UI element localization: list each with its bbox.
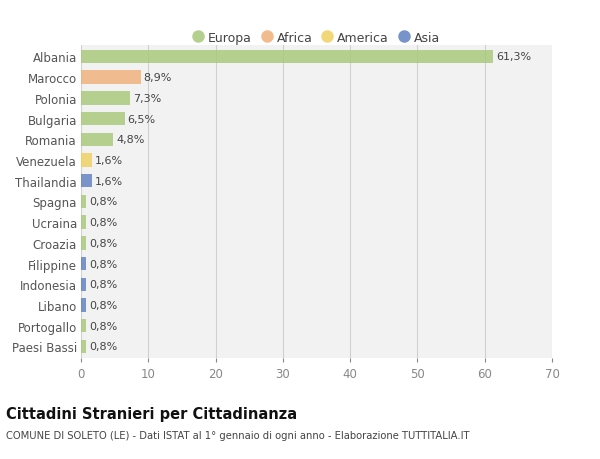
Bar bbox=[81, 174, 92, 188]
Text: 0,8%: 0,8% bbox=[89, 280, 118, 290]
Text: 6,5%: 6,5% bbox=[127, 114, 155, 124]
Text: 7,3%: 7,3% bbox=[133, 94, 161, 104]
Text: 0,8%: 0,8% bbox=[89, 238, 118, 248]
Text: 0,8%: 0,8% bbox=[89, 197, 118, 207]
Bar bbox=[81, 257, 86, 271]
Bar bbox=[81, 71, 141, 84]
Text: 8,9%: 8,9% bbox=[143, 73, 172, 83]
Bar bbox=[81, 50, 493, 64]
Text: 61,3%: 61,3% bbox=[496, 52, 531, 62]
Bar bbox=[81, 278, 86, 291]
Bar bbox=[81, 92, 130, 105]
Text: 1,6%: 1,6% bbox=[94, 176, 122, 186]
Bar bbox=[81, 154, 92, 168]
Text: 1,6%: 1,6% bbox=[94, 156, 122, 166]
Text: COMUNE DI SOLETO (LE) - Dati ISTAT al 1° gennaio di ogni anno - Elaborazione TUT: COMUNE DI SOLETO (LE) - Dati ISTAT al 1°… bbox=[6, 430, 470, 440]
Text: 0,8%: 0,8% bbox=[89, 300, 118, 310]
Text: 4,8%: 4,8% bbox=[116, 135, 145, 145]
Legend: Europa, Africa, America, Asia: Europa, Africa, America, Asia bbox=[188, 27, 445, 50]
Text: 0,8%: 0,8% bbox=[89, 218, 118, 228]
Text: 0,8%: 0,8% bbox=[89, 321, 118, 331]
Text: Cittadini Stranieri per Cittadinanza: Cittadini Stranieri per Cittadinanza bbox=[6, 406, 297, 421]
Bar bbox=[81, 112, 125, 126]
Bar bbox=[81, 319, 86, 333]
Bar bbox=[81, 133, 113, 147]
Text: 0,8%: 0,8% bbox=[89, 259, 118, 269]
Bar bbox=[81, 299, 86, 312]
Bar bbox=[81, 340, 86, 353]
Bar bbox=[81, 216, 86, 230]
Bar bbox=[81, 195, 86, 209]
Bar bbox=[81, 236, 86, 250]
Text: 0,8%: 0,8% bbox=[89, 341, 118, 352]
